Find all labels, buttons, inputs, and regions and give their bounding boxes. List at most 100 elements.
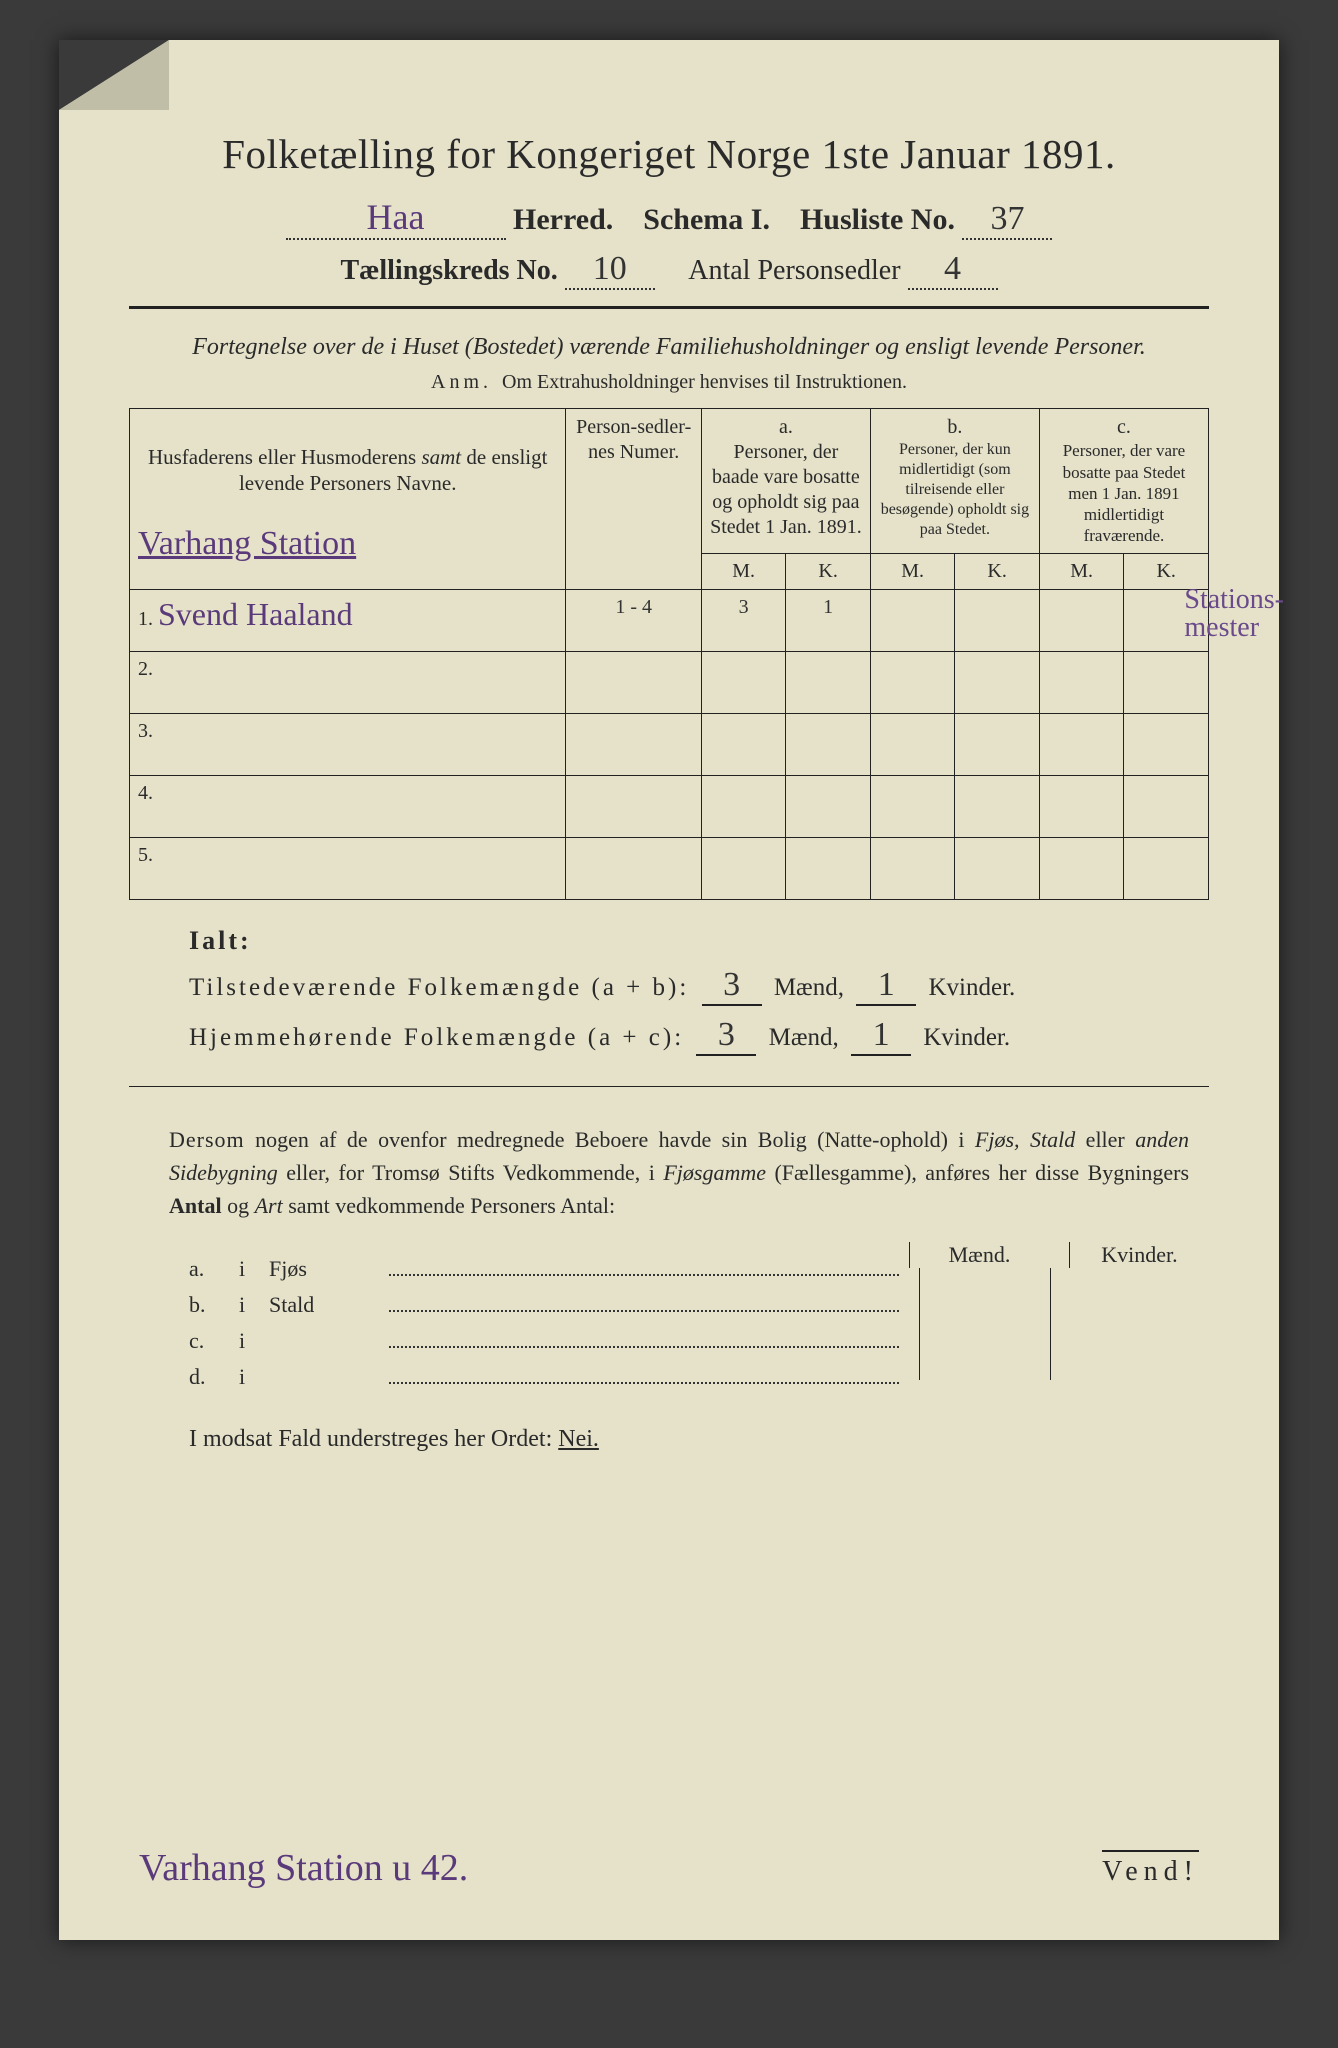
divider-2 bbox=[129, 1086, 1209, 1087]
row-index: 2. bbox=[138, 658, 153, 680]
th-b: b. Personer, der kun midlertidigt (som t… bbox=[870, 409, 1039, 553]
cell-b_m bbox=[870, 837, 955, 899]
sub-row: a.iFjøs bbox=[189, 1252, 909, 1282]
cell-a_k bbox=[786, 651, 871, 713]
th-name: Husfaderens eller Husmoderens samt de en… bbox=[130, 409, 566, 589]
row-index: 5. bbox=[138, 844, 153, 866]
sub-i: i bbox=[239, 1364, 269, 1390]
household-table: Husfaderens eller Husmoderens samt de en… bbox=[129, 408, 1209, 899]
cell-c_m bbox=[1039, 651, 1124, 713]
location-handwritten: Varhang Station bbox=[138, 525, 557, 563]
cell-a_m bbox=[701, 775, 786, 837]
cell-b_k bbox=[955, 651, 1040, 713]
cell-a_m bbox=[701, 837, 786, 899]
l2-k: 1 bbox=[873, 1016, 890, 1053]
cell-b_k bbox=[955, 837, 1040, 899]
cell-c_m bbox=[1039, 837, 1124, 899]
totals-line-1: Tilstedeværende Folkemængde (a + b): 3 M… bbox=[189, 966, 1209, 1006]
l1-m: 3 bbox=[723, 966, 740, 1003]
sub-table-wrapper: a.iFjøsb.iStaldc.id.i Mænd. Kvinder. bbox=[129, 1242, 1209, 1396]
cell-b_m bbox=[870, 713, 955, 775]
cell-c_k: Stations- mester bbox=[1124, 589, 1209, 651]
kvinder-1: Kvinder. bbox=[928, 974, 1015, 1001]
l1-k: 1 bbox=[878, 966, 895, 1003]
sub-row: c.i bbox=[189, 1324, 909, 1354]
sub-col-m bbox=[919, 1324, 1050, 1352]
mk-header: Mænd. Kvinder. bbox=[909, 1242, 1189, 1268]
table-row: 2. bbox=[130, 651, 1209, 713]
sub-dots bbox=[389, 1288, 899, 1312]
l2-m: 3 bbox=[718, 1016, 735, 1053]
sub-i: i bbox=[239, 1328, 269, 1354]
sub-col-k bbox=[1050, 1268, 1181, 1296]
sub-col-m bbox=[919, 1268, 1050, 1296]
sub-dots bbox=[389, 1252, 899, 1276]
table-row: 4. bbox=[130, 775, 1209, 837]
cell-name: 3. bbox=[130, 713, 566, 775]
cell-num bbox=[566, 837, 701, 899]
row-index: 3. bbox=[138, 720, 153, 742]
sub-dots bbox=[389, 1324, 899, 1348]
row-index: 4. bbox=[138, 782, 153, 804]
ialt-label: Ialt: bbox=[189, 926, 252, 955]
th-c: c. Personer, der vare bosatte paa Stedet… bbox=[1039, 409, 1208, 553]
anm-label: Anm. bbox=[431, 371, 492, 393]
anm-line: Anm. Om Extrahusholdninger henvises til … bbox=[129, 371, 1209, 394]
footer-handwritten-note: Varhang Station u 42. bbox=[139, 1846, 468, 1890]
sub-i: i bbox=[239, 1292, 269, 1318]
table-row: 1. Svend Haaland1 - 431 Stations- mester bbox=[130, 589, 1209, 651]
sub-col-m bbox=[919, 1352, 1050, 1380]
cell-c_k bbox=[1124, 713, 1209, 775]
cell-c_k bbox=[1124, 837, 1209, 899]
husliste-value: 37 bbox=[990, 200, 1024, 237]
sub-label: Stald bbox=[269, 1292, 389, 1318]
totals-block: Ialt: bbox=[189, 926, 1209, 956]
sub-kvinder: Kvinder. bbox=[1069, 1242, 1189, 1268]
tilstede-label: Tilstedeværende Folkemængde (a + b): bbox=[189, 974, 689, 1001]
kvinder-2: Kvinder. bbox=[923, 1024, 1010, 1051]
cell-b_k bbox=[955, 713, 1040, 775]
cell-b_m bbox=[870, 589, 955, 651]
cell-c_m bbox=[1039, 775, 1124, 837]
cell-c_m bbox=[1039, 589, 1124, 651]
sub-i: i bbox=[239, 1256, 269, 1282]
cell-b_k bbox=[955, 589, 1040, 651]
sub-col-k bbox=[1050, 1296, 1181, 1324]
sub-idx: b. bbox=[189, 1292, 239, 1318]
cell-num: 1 - 4 bbox=[566, 589, 701, 651]
cell-a_k bbox=[786, 775, 871, 837]
cell-a_m: 3 bbox=[701, 589, 786, 651]
header-line-1: Haa Herred. Schema I. Husliste No. 37 bbox=[129, 196, 1209, 240]
cell-a_m bbox=[701, 651, 786, 713]
sub-label: Fjøs bbox=[269, 1256, 389, 1282]
cell-name: 2. bbox=[130, 651, 566, 713]
instruction-paragraph: Dersom nogen af de ovenfor medregnede Be… bbox=[169, 1123, 1189, 1222]
th-a: a. Personer, der baade vare bosatte og o… bbox=[701, 409, 870, 553]
sub-idx: d. bbox=[189, 1364, 239, 1390]
antal-value: 4 bbox=[944, 250, 961, 287]
th-c-m: M. bbox=[1039, 553, 1124, 589]
sub-right-row bbox=[919, 1352, 1199, 1380]
cell-num bbox=[566, 651, 701, 713]
cell-name: 1. Svend Haaland bbox=[130, 589, 566, 651]
cell-num bbox=[566, 775, 701, 837]
sub-table: a.iFjøsb.iStaldc.id.i bbox=[189, 1252, 909, 1390]
anm-text: Om Extrahusholdninger henvises til Instr… bbox=[502, 371, 907, 393]
th-a-m: M. bbox=[701, 553, 786, 589]
cell-b_m bbox=[870, 775, 955, 837]
cell-a_k: 1 bbox=[786, 589, 871, 651]
cell-a_k bbox=[786, 713, 871, 775]
cell-b_m bbox=[870, 651, 955, 713]
intro-italic: Fortegnelse over de i Huset (Bostedet) v… bbox=[192, 334, 1146, 360]
intro-text: Fortegnelse over de i Huset (Bostedet) v… bbox=[159, 331, 1179, 363]
sub-maend: Mænd. bbox=[909, 1242, 1029, 1268]
vend-label: Vend! bbox=[1102, 1850, 1199, 1888]
kreds-label: Tællingskreds No. bbox=[340, 255, 557, 286]
th-num: Person-sedler-nes Numer. bbox=[566, 409, 701, 589]
page-footer: Varhang Station u 42. Vend! bbox=[139, 1846, 1199, 1890]
margin-note: Stations- mester bbox=[1184, 586, 1314, 642]
antal-label: Antal Personsedler bbox=[688, 255, 900, 286]
sub-right-row bbox=[919, 1296, 1199, 1324]
herred-label: Herred. bbox=[513, 203, 613, 236]
sub-dots bbox=[389, 1360, 899, 1384]
